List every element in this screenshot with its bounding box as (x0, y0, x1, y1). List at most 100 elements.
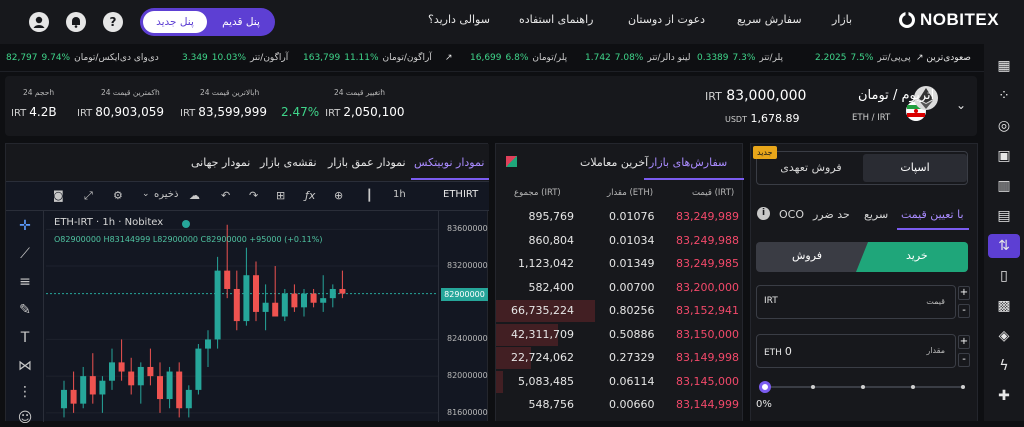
nav-quick-order[interactable]: سفارش سریع (737, 13, 802, 26)
candle-up[interactable] (137, 366, 144, 386)
notification-bell-icon[interactable] (66, 12, 86, 32)
add-user-icon[interactable]: ✚ (998, 388, 1010, 404)
chevron-down-icon[interactable]: ⌄ (956, 98, 967, 112)
ticker-item[interactable]: 1.742 7.08% لینو دالر/تتر (585, 53, 691, 63)
text-tool-icon[interactable]: T (20, 330, 30, 346)
fx-icon[interactable]: ƒx (305, 189, 316, 202)
candle-up[interactable] (99, 380, 106, 395)
candle-type-icon[interactable]: ┃ (366, 189, 373, 202)
orderbook-row[interactable]: 83,152,941 0.80256 66,735,224 (496, 299, 744, 323)
shield-check-icon[interactable]: ◈ (998, 328, 1010, 344)
candle-down[interactable] (147, 366, 154, 377)
candle-up[interactable] (281, 293, 288, 317)
buy-button[interactable]: خرید (906, 249, 928, 262)
candlestick-chart[interactable]: ETH-IRT · 1h · Nobitex O82900000 H831449… (46, 211, 438, 422)
nobitex-icon[interactable]: ◎ (997, 118, 1011, 134)
clipboard-icon[interactable]: ▤ (997, 208, 1011, 224)
price-decrement-button[interactable]: - (958, 304, 970, 318)
calendar-icon[interactable]: ▩ (997, 298, 1011, 314)
fullscreen-icon[interactable]: ⤢ (84, 189, 93, 202)
candle-down[interactable] (176, 371, 183, 409)
candle-down[interactable] (157, 376, 163, 400)
dashboard-icon[interactable]: ▦ (997, 58, 1011, 74)
candle-up[interactable] (262, 302, 269, 312)
tab-spot[interactable]: اسپات (863, 154, 967, 182)
candle-up[interactable] (166, 371, 173, 400)
crosshair-icon[interactable]: ✛ (19, 218, 31, 234)
old-panel-button[interactable]: پنل قدیم (222, 16, 260, 28)
amount-field[interactable]: مقدار ETH 0 (756, 334, 956, 368)
crypto-icon[interactable]: ⁘ (998, 88, 1010, 104)
save-layout[interactable]: ذخیره (154, 189, 179, 200)
orderbook-layout-icon[interactable] (506, 156, 517, 167)
nav-faq[interactable]: سوالی دارید؟ (428, 13, 490, 26)
candle-down[interactable] (339, 288, 346, 294)
amount-slider[interactable] (759, 380, 969, 394)
info-icon[interactable]: i (757, 207, 770, 220)
exchange-icon[interactable]: ⇅ (988, 234, 1020, 258)
candle-up[interactable] (329, 288, 336, 299)
candle-up[interactable] (185, 389, 192, 409)
emoji-icon[interactable]: ☺ (17, 410, 33, 426)
nav-invite-friends[interactable]: دعوت از دوستان (628, 13, 706, 26)
candle-up[interactable] (214, 270, 221, 340)
nav-user-guide[interactable]: راهنمای استفاده (519, 13, 594, 26)
help-icon[interactable]: ? (103, 12, 123, 32)
document-icon[interactable]: ▯ (1000, 268, 1008, 284)
candle-up[interactable] (195, 348, 202, 390)
candle-down[interactable] (233, 288, 240, 322)
ticker-item[interactable]: 0.3389 7.3% پلر/تتر (697, 53, 784, 63)
interval-selector[interactable]: 1h (393, 189, 406, 200)
orderbook-row[interactable]: 83,200,000 0.00700 582,400 (496, 276, 744, 300)
templates-icon[interactable]: ⊞ (276, 189, 286, 202)
candle-up[interactable] (80, 376, 87, 404)
tab-global-chart[interactable]: نمودار جهانی (191, 156, 251, 169)
nobitex-logo[interactable]: NOBITEX (898, 10, 999, 30)
chart-icon[interactable]: ▥ (997, 178, 1011, 194)
tab-quick-order[interactable]: سریع (864, 208, 889, 221)
candle-down[interactable] (224, 270, 231, 289)
slider-step[interactable] (911, 385, 915, 389)
wallet-icon[interactable]: ▣ (997, 148, 1011, 164)
orderbook-row[interactable]: 83,149,998 0.27329 22,724,062 (496, 346, 744, 370)
camera-icon[interactable]: ◙ (53, 189, 64, 202)
sell-button[interactable]: فروش (792, 249, 823, 262)
undo-icon[interactable]: ↶ (221, 189, 231, 202)
nav-market[interactable]: بازار (832, 13, 853, 26)
settings-gear-icon[interactable]: ⚙ (113, 189, 123, 202)
bolt-icon[interactable]: ϟ (999, 358, 1009, 374)
indicators-icon[interactable]: ⊕ (334, 189, 344, 202)
candle-up[interactable] (205, 339, 211, 349)
panel-toggle[interactable]: پنل جدید پنل قدیم (140, 8, 275, 36)
candle-up[interactable] (109, 362, 115, 381)
tab-market-map[interactable]: نقشه‌ی بازار (260, 156, 317, 169)
orderbook-row[interactable]: 83,249,988 0.01034 860,804 (496, 229, 744, 253)
tab-margin-sell[interactable]: فروش تعهدی (780, 161, 842, 174)
candle-down[interactable] (291, 293, 298, 308)
candle-up[interactable] (243, 275, 250, 322)
fib-icon[interactable]: ≡ (19, 274, 31, 290)
pattern-icon[interactable]: ⋈ (18, 358, 32, 374)
cloud-icon[interactable]: ☁ (189, 189, 200, 202)
candle-down[interactable] (89, 376, 96, 395)
tab-oco[interactable]: OCO (779, 208, 804, 221)
user-profile-icon[interactable] (29, 12, 49, 32)
tab-nobitex-chart[interactable]: نمودار نوبیتکس (414, 156, 485, 169)
slider-step[interactable] (961, 385, 965, 389)
ticker-item[interactable]: 82,797 9.74% دی‌وای دی‌ایکس/تومان (6, 53, 159, 63)
orderbook-row[interactable]: 83,249,989 0.01076 895,769 (496, 205, 744, 229)
candle-down[interactable] (253, 275, 259, 312)
slider-step[interactable] (861, 385, 865, 389)
amount-decrement-button[interactable]: - (958, 353, 970, 367)
tab-depth-chart[interactable]: نمودار عمق بازار (328, 156, 406, 169)
price-axis[interactable]: 83600000 83200000 82900000 82400000 8200… (438, 211, 489, 422)
tab-recent-trades[interactable]: آخرین معاملات (580, 156, 649, 169)
candle-up[interactable] (61, 389, 67, 409)
ticker-item[interactable]: 16,699 6.8% پلر/تومان (470, 53, 568, 63)
slider-step[interactable] (811, 385, 815, 389)
ticker-item[interactable]: 2.2025 7.5% پی‌پی/تتر (815, 53, 911, 63)
brush-icon[interactable]: ✎ (19, 302, 31, 318)
ticker-item[interactable]: 3.349 10.03% آراگون/تتر (182, 53, 289, 63)
amount-increment-button[interactable]: + (958, 335, 970, 349)
candle-up[interactable] (320, 298, 327, 303)
